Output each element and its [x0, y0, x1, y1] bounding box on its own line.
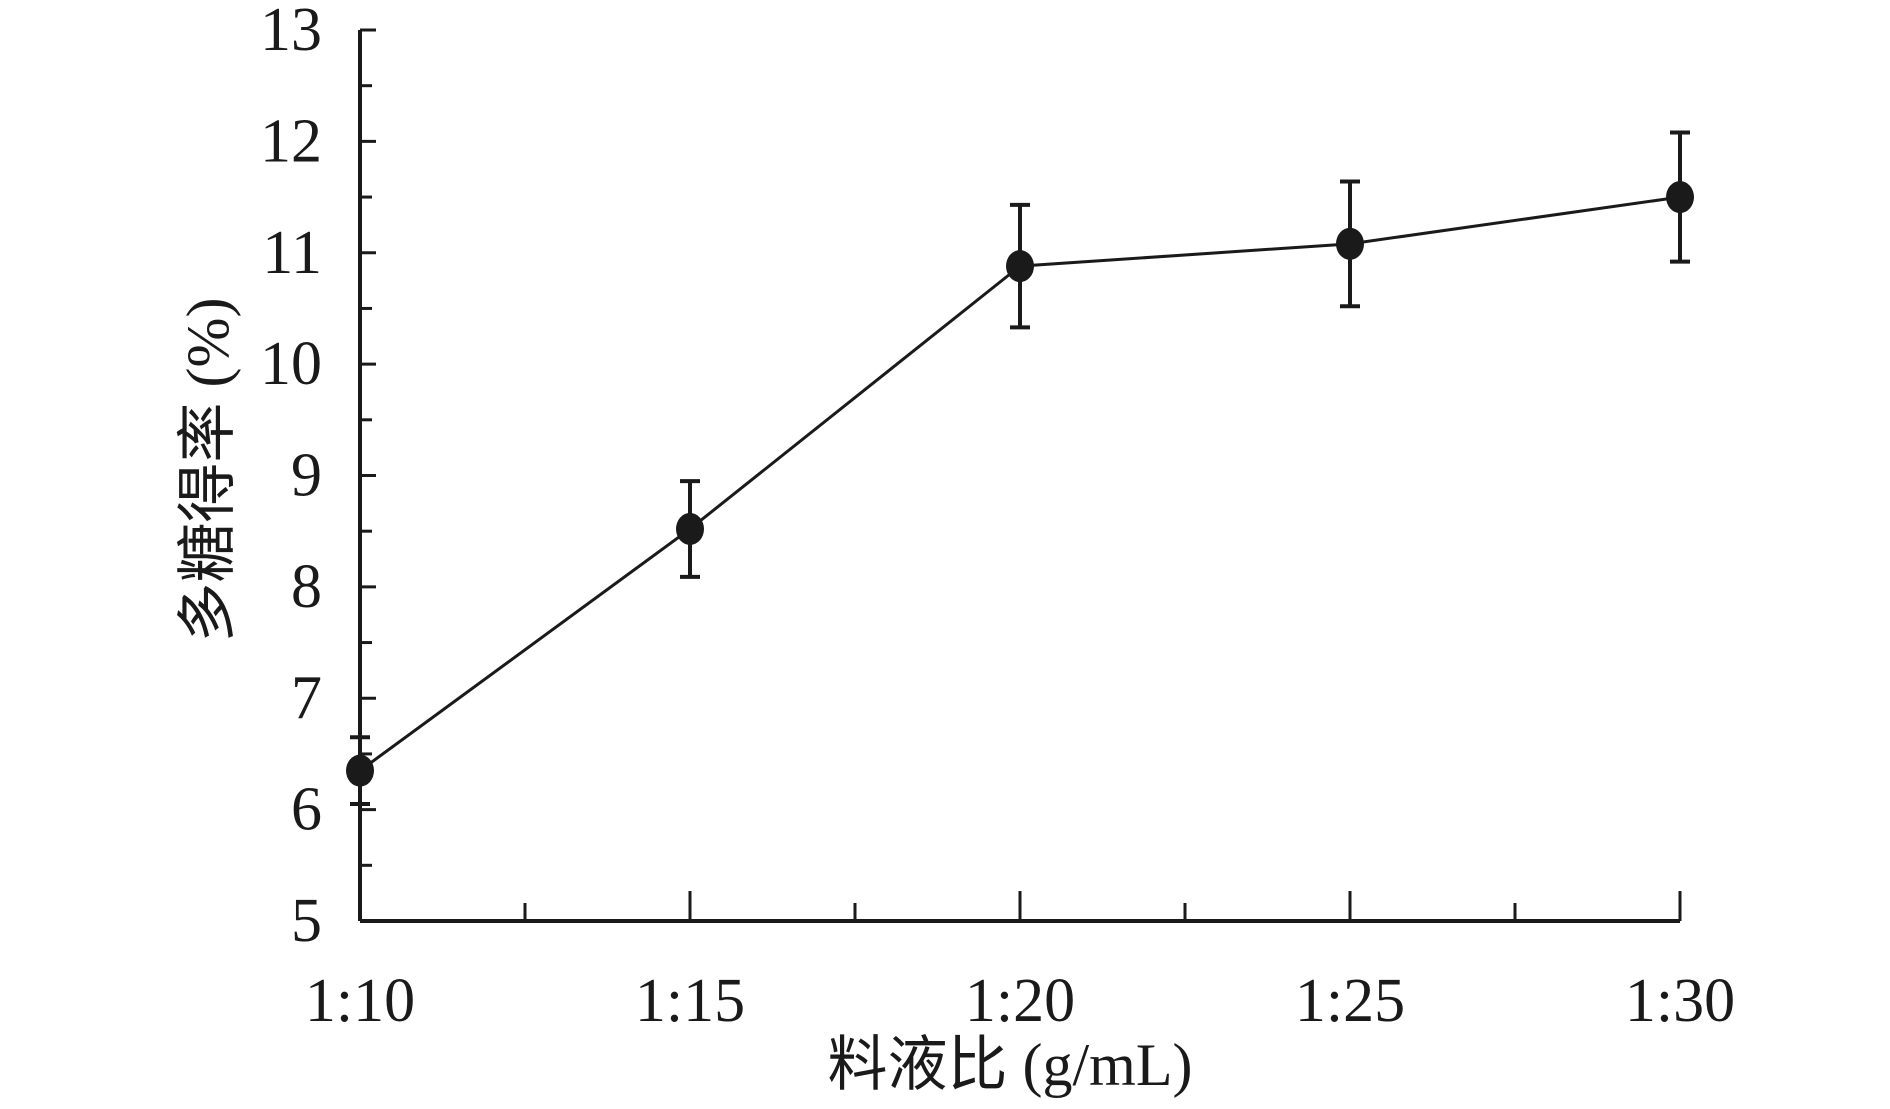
y-tick-label: 13: [260, 0, 322, 64]
data-point: [1336, 227, 1364, 260]
y-tick-label: 11: [262, 219, 322, 287]
ticks: [358, 28, 1682, 923]
y-tick-label: 12: [260, 107, 322, 175]
y-tick-label: 5: [291, 887, 322, 955]
y-tick-label: 10: [260, 330, 322, 398]
x-tick-label: 1:25: [1295, 967, 1405, 1035]
x-tick-label: 1:30: [1625, 967, 1735, 1035]
data-point: [1006, 250, 1034, 283]
x-tick-label: 1:20: [965, 967, 1075, 1035]
data-point: [1666, 181, 1694, 214]
data-point: [346, 754, 374, 787]
series-group: [346, 130, 1694, 807]
y-tick-label: 8: [291, 553, 322, 621]
tick-labels: 5 6 7 8 9 10 11 12 13 1:10 1:15 1:20 1:25 1:30: [260, 0, 1735, 1035]
x-tick-label: 1:15: [635, 967, 745, 1035]
y-tick-label: 9: [291, 442, 322, 510]
y-tick-label: 6: [291, 776, 322, 844]
data-point: [676, 512, 704, 545]
y-axis-title: 多糖得率 (%): [175, 298, 241, 643]
x-axis-title: 料液比 (g/mL): [828, 1032, 1193, 1098]
axes: [358, 30, 1680, 923]
x-tick-label: 1:10: [305, 967, 415, 1035]
y-tick-label: 7: [291, 664, 322, 732]
